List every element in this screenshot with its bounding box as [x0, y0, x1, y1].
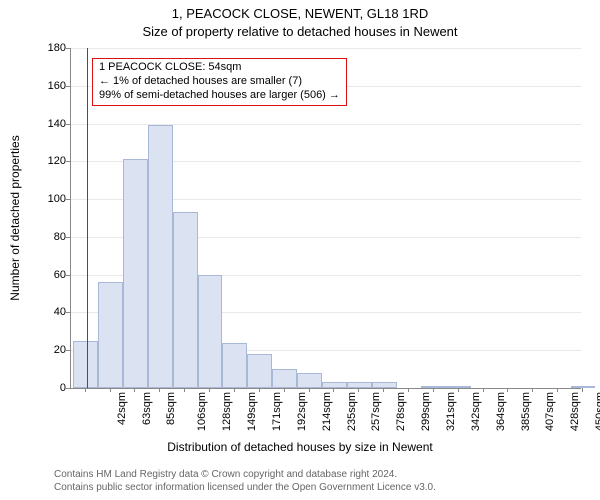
x-tick-mark — [184, 388, 185, 392]
x-tick-label: 63sqm — [141, 392, 153, 425]
x-tick-mark — [159, 388, 160, 392]
chart-title-sub: Size of property relative to detached ho… — [0, 24, 600, 39]
x-tick-label: 407sqm — [545, 392, 557, 431]
x-tick-label: 278sqm — [395, 392, 407, 431]
y-tick-mark — [66, 237, 70, 238]
x-tick-mark — [284, 388, 285, 392]
histogram-bar — [73, 341, 98, 388]
x-tick-label: 342sqm — [470, 392, 482, 431]
x-tick-mark — [234, 388, 235, 392]
x-tick-label: 192sqm — [296, 392, 308, 431]
annotation-line: 1 PEACOCK CLOSE: 54sqm — [99, 61, 340, 75]
y-tick-mark — [66, 48, 70, 49]
x-tick-label: 364sqm — [495, 392, 507, 431]
chart-title-main: 1, PEACOCK CLOSE, NEWENT, GL18 1RD — [0, 6, 600, 21]
x-tick-mark — [259, 388, 260, 392]
histogram-bar — [272, 369, 297, 388]
x-tick-label: 85sqm — [166, 392, 178, 425]
y-tick-label: 20 — [36, 344, 66, 356]
x-tick-label: 299sqm — [420, 392, 432, 431]
y-tick-mark — [66, 86, 70, 87]
x-tick-label: 149sqm — [246, 392, 258, 431]
x-tick-label: 128sqm — [221, 392, 233, 431]
y-tick-mark — [66, 275, 70, 276]
y-tick-mark — [66, 124, 70, 125]
x-tick-mark — [333, 388, 334, 392]
x-tick-label: 42sqm — [116, 392, 128, 425]
y-tick-label: 160 — [36, 80, 66, 92]
x-tick-mark — [209, 388, 210, 392]
y-tick-mark — [66, 161, 70, 162]
x-tick-mark — [358, 388, 359, 392]
footer-attribution: Contains HM Land Registry data © Crown c… — [54, 469, 436, 494]
chart-container: 1, PEACOCK CLOSE, NEWENT, GL18 1RD Size … — [0, 0, 600, 500]
x-tick-mark — [532, 388, 533, 392]
histogram-bar — [173, 212, 198, 388]
x-tick-label: 385sqm — [520, 392, 532, 431]
x-tick-mark — [483, 388, 484, 392]
x-axis-label: Distribution of detached houses by size … — [0, 440, 600, 454]
annotation-line: ← 1% of detached houses are smaller (7) — [99, 75, 340, 89]
histogram-bar — [571, 386, 596, 388]
reference-annotation: 1 PEACOCK CLOSE: 54sqm ← 1% of detached … — [92, 58, 347, 106]
histogram-bar — [421, 386, 446, 388]
y-tick-label: 120 — [36, 155, 66, 167]
histogram-bar — [98, 282, 123, 388]
y-tick-mark — [66, 350, 70, 351]
x-tick-mark — [383, 388, 384, 392]
x-tick-label: 235sqm — [346, 392, 358, 431]
x-tick-label: 171sqm — [271, 392, 283, 431]
y-tick-mark — [66, 388, 70, 389]
histogram-bar — [322, 382, 347, 388]
y-tick-label: 80 — [36, 231, 66, 243]
x-tick-label: 321sqm — [445, 392, 457, 431]
reference-line — [87, 48, 88, 388]
x-tick-mark — [557, 388, 558, 392]
x-tick-label: 106sqm — [196, 392, 208, 431]
x-tick-mark — [134, 388, 135, 392]
x-tick-mark — [507, 388, 508, 392]
histogram-bar — [247, 354, 272, 388]
gridline — [71, 124, 581, 125]
y-tick-mark — [66, 312, 70, 313]
footer-line: Contains public sector information licen… — [54, 482, 436, 495]
x-tick-label: 428sqm — [569, 392, 581, 431]
x-tick-mark — [433, 388, 434, 392]
y-tick-label: 60 — [36, 269, 66, 281]
histogram-bar — [222, 343, 247, 388]
histogram-bar — [148, 125, 173, 388]
x-tick-label: 450sqm — [594, 392, 600, 431]
x-tick-mark — [309, 388, 310, 392]
x-tick-label: 257sqm — [371, 392, 383, 431]
histogram-bar — [297, 373, 322, 388]
x-tick-mark — [582, 388, 583, 392]
y-tick-label: 180 — [36, 42, 66, 54]
x-tick-mark — [408, 388, 409, 392]
y-tick-label: 100 — [36, 193, 66, 205]
y-tick-label: 0 — [36, 382, 66, 394]
histogram-bar — [446, 386, 471, 388]
y-tick-label: 40 — [36, 306, 66, 318]
y-tick-label: 140 — [36, 118, 66, 130]
x-tick-label: 214sqm — [321, 392, 333, 431]
gridline — [71, 48, 581, 49]
x-tick-mark — [458, 388, 459, 392]
x-tick-mark — [85, 388, 86, 392]
histogram-bar — [198, 275, 223, 388]
footer-line: Contains HM Land Registry data © Crown c… — [54, 469, 436, 482]
y-tick-mark — [66, 199, 70, 200]
annotation-line: 99% of semi-detached houses are larger (… — [99, 89, 340, 103]
x-tick-mark — [110, 388, 111, 392]
histogram-bar — [123, 159, 148, 388]
